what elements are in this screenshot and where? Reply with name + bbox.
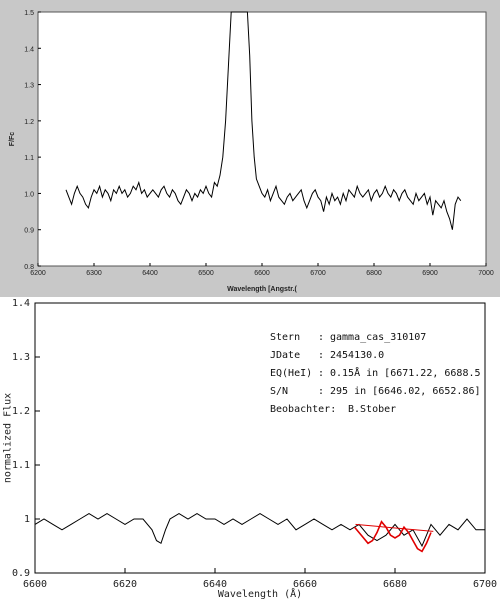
top-x-tick-label: 6300 (86, 270, 102, 277)
top-y-tick-label: 1.3 (24, 83, 34, 90)
bot-y-tick-label: 1.4 (12, 298, 30, 309)
bot-x-tick-label: 6620 (113, 579, 137, 590)
bottom-series-line (34, 513, 485, 548)
top-spectrum-chart: 0.8 0.9 1.0 1.1 1.2 1.3 1.4 1.5 6200 6300 6400 650… (9, 10, 494, 293)
top-series-line (65, 11, 462, 230)
bottom-plot-area (34, 302, 486, 574)
bottom-continuum-line (355, 523, 434, 532)
top-x-axis-label: Wavelength [Angstr.( (227, 286, 297, 293)
top-y-tick-label: 1.4 (24, 46, 34, 53)
info-key: EQ(HeI) (270, 368, 312, 379)
top-x-tick-label: 6200 (30, 270, 46, 277)
bot-y-tick-label: 0.9 (12, 568, 30, 579)
info-value: 295 in [6646.02, 6652.86] (330, 386, 481, 397)
info-separator: : (318, 332, 324, 343)
info-value: 2454130.0 (330, 350, 384, 361)
info-key: Beobachter: (270, 404, 336, 415)
bot-y-tick-label: 1.1 (12, 460, 30, 471)
bottom-hei-fit-line (353, 520, 432, 553)
top-x-tick-label: 6800 (366, 270, 382, 277)
bot-y-tick-label: 1 (24, 514, 30, 525)
top-spectrum-panel: 0.8 0.9 1.0 1.1 1.2 1.3 1.4 1.5 6200 6300 6400 650… (0, 0, 500, 297)
info-key: Stern (270, 332, 300, 343)
top-x-tick-label: 6900 (422, 270, 438, 277)
top-y-tick-label: 0.8 (24, 264, 34, 271)
bot-y-tick-label: 1.2 (12, 406, 30, 417)
top-x-tick-label: 6400 (142, 270, 158, 277)
top-y-tick-label: 0.9 (24, 228, 34, 235)
top-y-tick-label: 1.2 (24, 119, 34, 126)
bot-x-tick-label: 6700 (473, 579, 497, 590)
bot-x-tick-label: 6600 (23, 579, 47, 590)
top-y-tick-label: 1.5 (24, 10, 34, 17)
bot-x-tick-label: 6640 (203, 579, 227, 590)
top-plot-area (37, 11, 487, 267)
top-x-tick-label: 6600 (254, 270, 270, 277)
info-separator: : (318, 386, 324, 397)
info-separator: : (318, 350, 324, 361)
info-key: S/N (270, 386, 288, 397)
bot-y-tick-label: 1.3 (12, 352, 30, 363)
info-key: JDate (270, 350, 300, 361)
info-value: gamma_cas_310107 (330, 332, 426, 343)
top-y-tick-label: 1.0 (24, 191, 34, 198)
bottom-spectrum-chart: 0.9 1 1.1 1.2 1.3 1.4 6600 6620 6640 6660 6680 670… (2, 298, 497, 600)
bot-x-tick-label: 6680 (383, 579, 407, 590)
top-y-axis-label: F/Fc (9, 132, 16, 146)
info-value: B.Stober (348, 404, 396, 415)
bottom-x-axis-label: Wavelength (Å) (218, 587, 302, 600)
top-y-tick-label: 1.1 (24, 155, 34, 162)
top-x-tick-label: 6700 (310, 270, 326, 277)
top-x-tick-label: 6500 (198, 270, 214, 277)
bottom-y-axis-label: normalized Flux (2, 393, 13, 483)
bot-x-tick-label: 6660 (293, 579, 317, 590)
top-x-tick-label: 7000 (478, 270, 494, 277)
info-separator: : (318, 368, 324, 379)
bottom-spectrum-panel: 0.9 1 1.1 1.2 1.3 1.4 6600 6620 6640 6660 6680 670… (0, 297, 500, 600)
info-value: 0.15Å in [6671.22, 6688.5 (330, 366, 481, 379)
